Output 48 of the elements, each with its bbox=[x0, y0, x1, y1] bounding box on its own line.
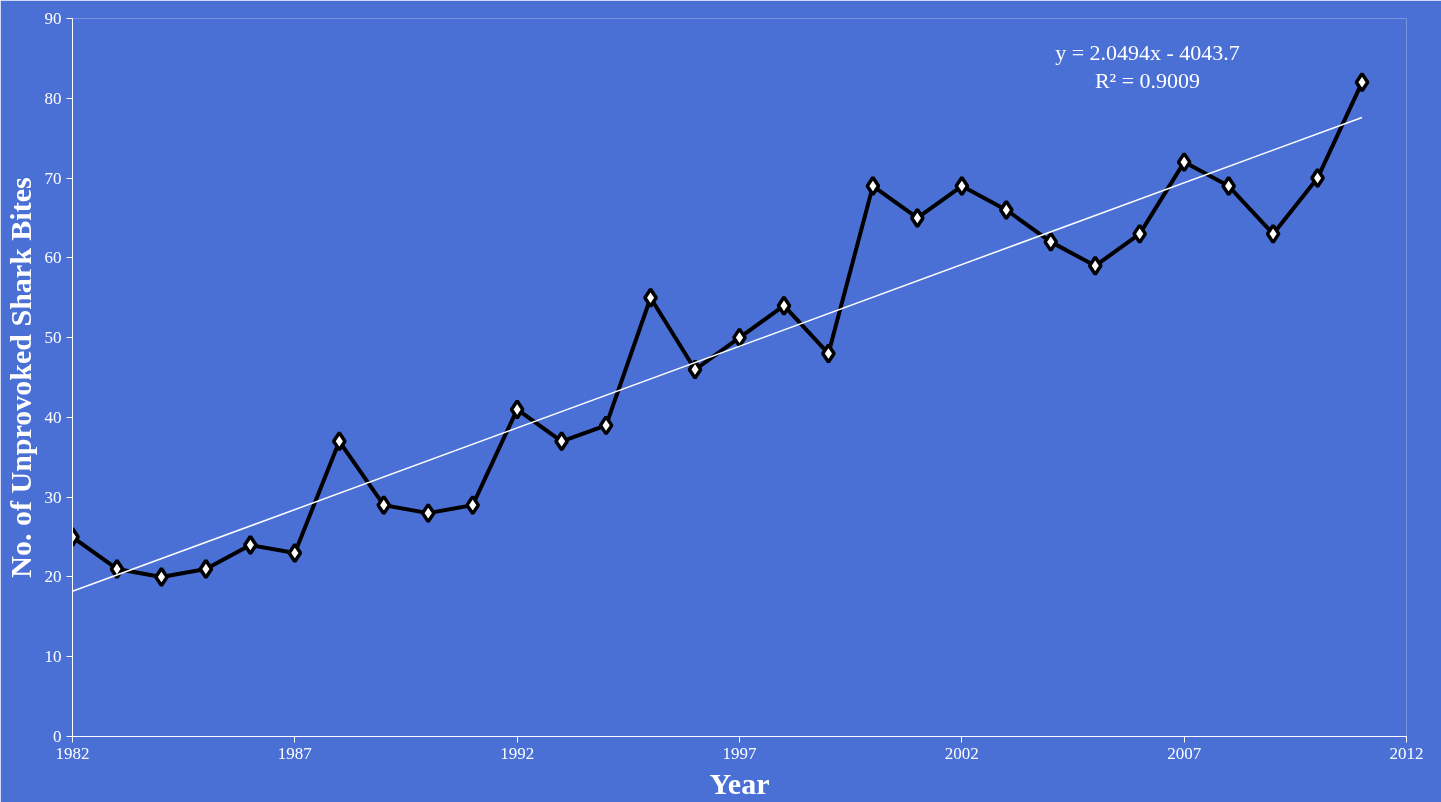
x-tick-label: 1997 bbox=[722, 743, 757, 763]
y-tick-label: 20 bbox=[44, 567, 62, 587]
point bbox=[554, 431, 570, 452]
point bbox=[287, 542, 303, 564]
x-tick-label: 1992 bbox=[500, 743, 535, 763]
point bbox=[909, 207, 925, 229]
y-tick-label: 60 bbox=[44, 248, 62, 268]
y-tick-label: 30 bbox=[44, 487, 62, 507]
x-tick-label: 2012 bbox=[1389, 743, 1424, 763]
point bbox=[954, 175, 970, 197]
y-tick-label: 80 bbox=[44, 88, 62, 108]
point bbox=[1132, 223, 1148, 245]
point bbox=[776, 295, 792, 316]
point bbox=[331, 431, 347, 452]
point bbox=[109, 558, 125, 580]
point bbox=[598, 415, 614, 436]
point bbox=[376, 494, 392, 516]
point bbox=[865, 175, 881, 197]
x-axis-title: Year bbox=[709, 766, 770, 800]
point bbox=[1087, 255, 1103, 277]
x-tick-label: 1982 bbox=[55, 743, 90, 763]
y-tick-label: 0 bbox=[53, 727, 62, 746]
point bbox=[198, 558, 214, 580]
y-tick-label: 10 bbox=[44, 647, 62, 667]
point bbox=[732, 327, 747, 348]
y-axis-title: No. of Unprovoked Shark Bites bbox=[3, 177, 37, 578]
y-tick-label: 40 bbox=[44, 407, 62, 427]
y-tick-label: 90 bbox=[44, 9, 62, 28]
point bbox=[998, 199, 1014, 221]
point bbox=[509, 399, 525, 420]
point bbox=[1265, 223, 1281, 245]
y-tick-label: 70 bbox=[44, 168, 62, 188]
point bbox=[242, 534, 258, 556]
annotation: y = 2.0494x - 4043.7 bbox=[1055, 39, 1240, 65]
x-tick-label: 2007 bbox=[1167, 743, 1202, 763]
point bbox=[687, 359, 703, 380]
x-tick-label: 2002 bbox=[944, 743, 979, 763]
point bbox=[1221, 175, 1237, 197]
point bbox=[420, 502, 436, 524]
y-tick-label: 50 bbox=[44, 328, 62, 348]
point bbox=[821, 343, 836, 364]
point bbox=[1043, 231, 1059, 253]
point bbox=[643, 287, 658, 308]
x-tick-label: 1987 bbox=[277, 743, 313, 763]
point bbox=[465, 494, 481, 516]
point bbox=[1354, 72, 1370, 93]
annotation: R² = 0.9009 bbox=[1094, 67, 1201, 93]
point bbox=[1176, 151, 1192, 173]
